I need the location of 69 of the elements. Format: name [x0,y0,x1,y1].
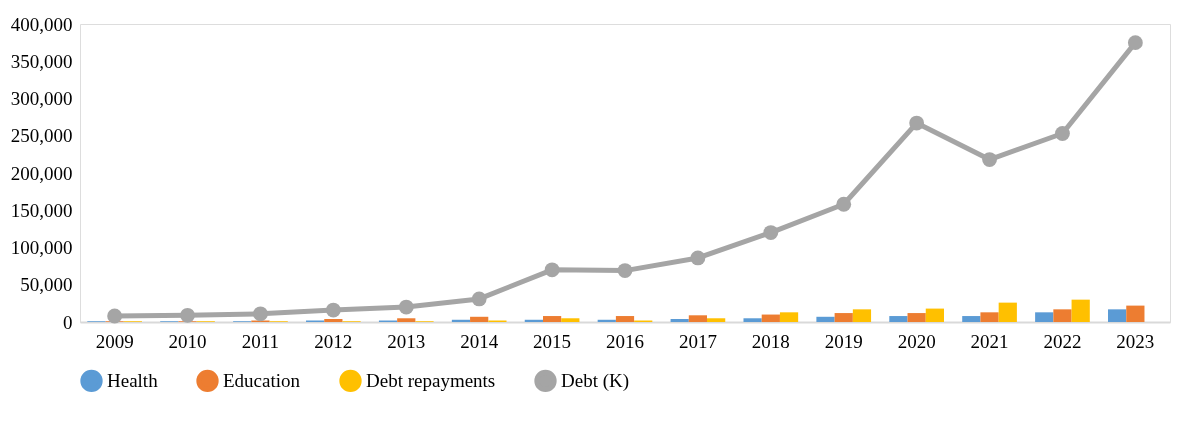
point [690,250,706,266]
point [617,263,633,278]
y-tick-label: 300,000 [10,88,73,109]
point [982,152,997,167]
point [253,306,268,322]
point [180,307,195,323]
point [763,225,779,240]
bar [542,316,562,322]
x-tick-label: 2011 [241,330,280,352]
bar [779,312,799,322]
point [107,308,123,324]
x-tick-label: 2014 [460,330,499,352]
bar [1126,305,1145,322]
bar [925,308,944,322]
point [1055,126,1070,141]
point [836,196,852,212]
y-tick-label: 250,000 [10,125,73,147]
bar [1053,309,1072,322]
point [325,302,341,318]
bar [1071,299,1090,322]
x-tick-label: 2019 [824,330,863,352]
bar [707,318,726,322]
y-tick-label: 400,000 [10,13,73,35]
bar [743,318,762,322]
bar [761,314,780,322]
bar [397,318,416,322]
x-tick-label: 2023 [1116,330,1155,352]
bar [670,319,689,322]
bar [962,316,981,322]
bar [834,313,853,322]
x-tick-label: 2009 [95,330,134,352]
point [1127,35,1143,51]
x-tick-label: 2013 [387,330,426,352]
bar [615,316,635,322]
bar [561,318,580,322]
legend-label: Debt repayments [366,369,496,391]
x-tick-label: 2010 [168,330,207,352]
bar [816,316,835,322]
bar [889,316,908,322]
bar [907,313,926,322]
x-tick-label: 2017 [678,330,717,352]
bar [998,302,1017,322]
bar [324,319,343,322]
point [909,115,925,131]
bar [1108,309,1127,322]
point [471,291,487,307]
y-tick-label: 350,000 [10,50,73,72]
x-tick-label: 2021 [970,330,1009,352]
x-tick-label: 2018 [751,330,790,352]
legend-label: Health [107,369,159,391]
x-tick-label: 2022 [1043,330,1082,352]
x-tick-label: 2016 [606,330,644,352]
y-tick-label: 0 [63,311,73,333]
point [398,299,414,315]
bar [470,316,489,322]
y-tick-label: 150,000 [10,199,73,221]
y-tick-label: 50,000 [20,274,73,296]
legend-label: Education [223,369,301,391]
point [544,262,560,278]
x-tick-label: 2012 [314,330,353,352]
y-tick-label: 100,000 [10,237,73,258]
bar [852,309,872,322]
bar [980,312,999,322]
bar [1035,312,1054,322]
bar [688,315,708,322]
x-tick-label: 2015 [533,330,572,352]
legend-label: Debt (K) [561,369,630,392]
y-tick-label: 200,000 [10,162,73,184]
x-tick-label: 2020 [897,330,936,352]
